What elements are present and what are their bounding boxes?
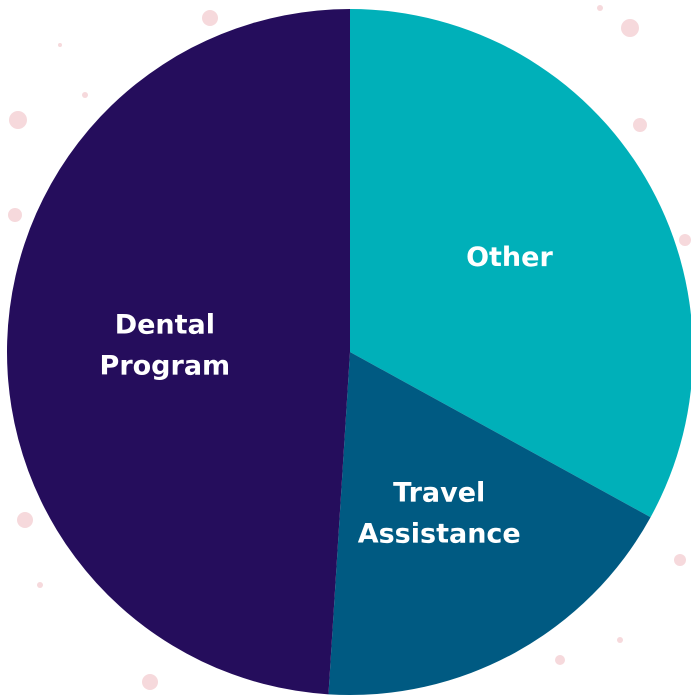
pie (6, 9, 691, 695)
pie-slice (6, 9, 351, 695)
slice-label: Travel Assistance (357, 477, 521, 550)
background-dots (8, 5, 691, 690)
pie-slice (350, 9, 691, 518)
slice-label: Other (466, 241, 553, 273)
pie-slice (328, 352, 651, 695)
slice-label: Dental Program (99, 309, 231, 382)
